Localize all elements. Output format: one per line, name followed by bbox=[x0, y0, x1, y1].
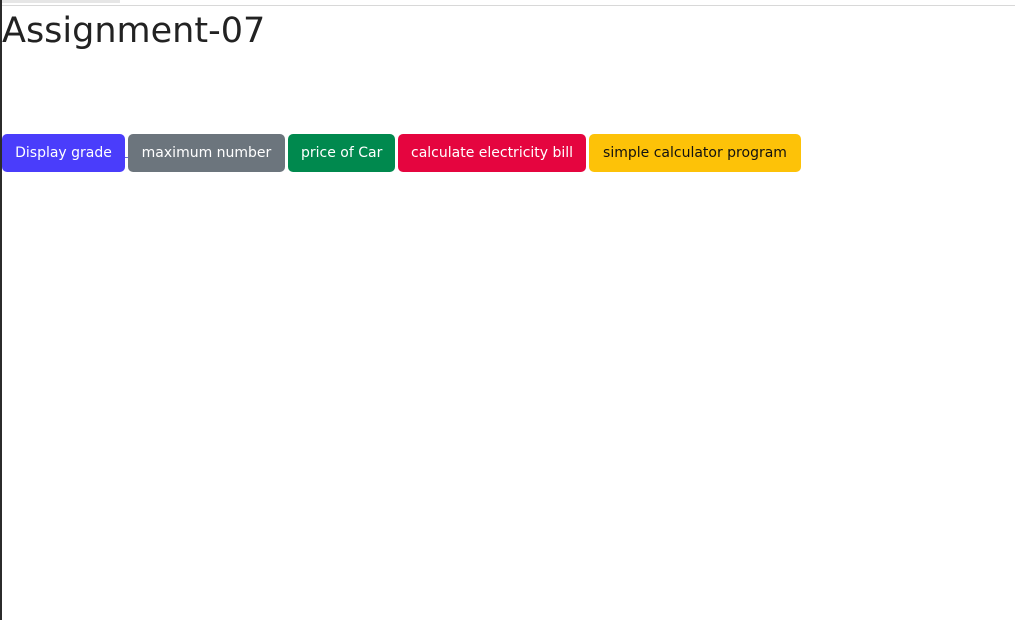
top-scroll-indicator bbox=[2, 0, 120, 3]
link-underline bbox=[125, 157, 128, 158]
button-gap bbox=[395, 134, 398, 172]
window-left-border bbox=[0, 0, 2, 620]
simple-calculator-button[interactable]: simple calculator program bbox=[589, 134, 801, 172]
display-grade-button[interactable]: Display grade bbox=[2, 134, 125, 172]
page-title: Assignment-07 bbox=[2, 11, 266, 51]
link-separator bbox=[125, 134, 128, 172]
price-of-car-button[interactable]: price of Car bbox=[288, 134, 395, 172]
top-divider bbox=[2, 5, 1015, 6]
button-gap bbox=[285, 134, 288, 172]
electricity-bill-button[interactable]: calculate electricity bill bbox=[398, 134, 586, 172]
button-gap bbox=[586, 134, 589, 172]
maximum-number-button[interactable]: maximum number bbox=[128, 134, 285, 172]
assignment-button-row: Display grade maximum number price of Ca… bbox=[2, 134, 801, 172]
